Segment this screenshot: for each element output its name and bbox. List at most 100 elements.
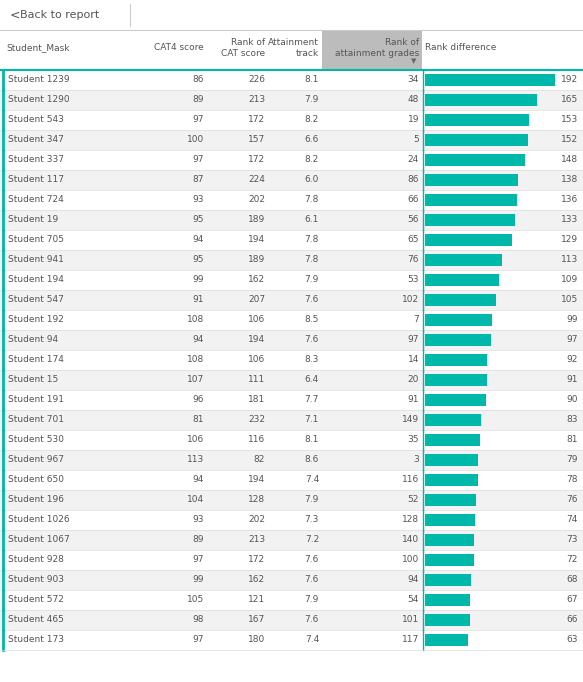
Text: 224: 224: [248, 175, 265, 185]
Bar: [0, 570, 583, 590]
Text: 100: 100: [187, 136, 204, 145]
Bar: [425, 354, 487, 366]
Bar: [0, 490, 583, 510]
Text: Student 1026: Student 1026: [8, 516, 69, 524]
Text: 6.6: 6.6: [305, 136, 319, 145]
Bar: [425, 174, 518, 186]
Text: Student 530: Student 530: [8, 436, 64, 445]
Bar: [0, 310, 583, 330]
Text: 87: 87: [192, 175, 204, 185]
Text: CAT4 score: CAT4 score: [154, 44, 204, 53]
Text: Student 724: Student 724: [8, 196, 64, 205]
Bar: [425, 634, 468, 646]
Bar: [425, 94, 537, 106]
Text: Student 1290: Student 1290: [8, 95, 69, 104]
Text: 97: 97: [192, 556, 204, 565]
Text: 7.4: 7.4: [305, 636, 319, 644]
Text: 148: 148: [561, 155, 578, 164]
Text: 128: 128: [402, 516, 419, 524]
Bar: [425, 274, 499, 286]
Text: 192: 192: [561, 76, 578, 85]
Text: 94: 94: [192, 235, 204, 245]
Bar: [425, 334, 491, 346]
Text: 7.9: 7.9: [305, 595, 319, 604]
Text: 162: 162: [248, 576, 265, 584]
Text: Student 192: Student 192: [8, 316, 64, 325]
Text: 107: 107: [187, 376, 204, 385]
Text: Student 465: Student 465: [8, 615, 64, 625]
Bar: [0, 150, 583, 170]
Bar: [0, 230, 583, 250]
Text: 100: 100: [402, 556, 419, 565]
Text: 106: 106: [248, 316, 265, 325]
Text: Student 705: Student 705: [8, 235, 64, 245]
Bar: [0, 390, 583, 410]
Text: 54: 54: [408, 595, 419, 604]
Text: 106: 106: [248, 355, 265, 364]
Text: Back to report: Back to report: [20, 10, 99, 20]
Text: 97: 97: [192, 115, 204, 125]
Text: 3: 3: [413, 456, 419, 464]
Text: 93: 93: [192, 196, 204, 205]
Bar: [0, 0, 583, 30]
Bar: [425, 74, 555, 86]
Text: 136: 136: [561, 196, 578, 205]
Text: 93: 93: [192, 516, 204, 524]
Bar: [0, 210, 583, 230]
Bar: [425, 314, 492, 326]
Text: 68: 68: [567, 576, 578, 584]
Text: 129: 129: [561, 235, 578, 245]
Text: 138: 138: [561, 175, 578, 185]
Text: Student 903: Student 903: [8, 576, 64, 584]
Bar: [425, 414, 481, 426]
Bar: [425, 154, 525, 166]
Text: 162: 162: [248, 276, 265, 284]
Text: 113: 113: [561, 256, 578, 265]
Bar: [425, 394, 486, 406]
Text: 167: 167: [248, 615, 265, 625]
Text: 121: 121: [248, 595, 265, 604]
Text: 97: 97: [408, 336, 419, 344]
Bar: [425, 194, 517, 206]
Text: Student 347: Student 347: [8, 136, 64, 145]
Text: 72: 72: [567, 556, 578, 565]
Text: 6.1: 6.1: [305, 216, 319, 224]
Bar: [425, 234, 512, 246]
Text: 104: 104: [187, 496, 204, 505]
Text: Student 650: Student 650: [8, 475, 64, 484]
Bar: [425, 474, 478, 486]
Text: 7.8: 7.8: [305, 196, 319, 205]
Text: 86: 86: [408, 175, 419, 185]
Text: 181: 181: [248, 396, 265, 404]
Text: 108: 108: [187, 355, 204, 364]
Text: 53: 53: [408, 276, 419, 284]
Text: Student 928: Student 928: [8, 556, 64, 565]
Text: Student 191: Student 191: [8, 396, 64, 404]
Text: 24: 24: [408, 155, 419, 164]
Text: 111: 111: [248, 376, 265, 385]
Text: 56: 56: [408, 216, 419, 224]
Text: 83: 83: [567, 415, 578, 424]
Text: 194: 194: [248, 475, 265, 484]
Text: Student 1067: Student 1067: [8, 535, 70, 544]
Text: Student 19: Student 19: [8, 216, 58, 224]
Bar: [425, 134, 528, 146]
Text: 194: 194: [248, 336, 265, 344]
Text: 78: 78: [567, 475, 578, 484]
Text: 82: 82: [254, 456, 265, 464]
Text: 91: 91: [567, 376, 578, 385]
Text: 116: 116: [402, 475, 419, 484]
Text: 172: 172: [248, 556, 265, 565]
Bar: [0, 410, 583, 430]
Text: 65: 65: [408, 235, 419, 245]
Text: Student 1239: Student 1239: [8, 76, 69, 85]
Text: Rank of
attainment grades: Rank of attainment grades: [335, 38, 419, 58]
Text: 109: 109: [561, 276, 578, 284]
Text: 20: 20: [408, 376, 419, 385]
Text: 226: 226: [248, 76, 265, 85]
Text: 101: 101: [402, 615, 419, 625]
Text: 213: 213: [248, 535, 265, 544]
Text: 7.6: 7.6: [305, 576, 319, 584]
Text: 7: 7: [413, 316, 419, 325]
Bar: [425, 614, 470, 626]
